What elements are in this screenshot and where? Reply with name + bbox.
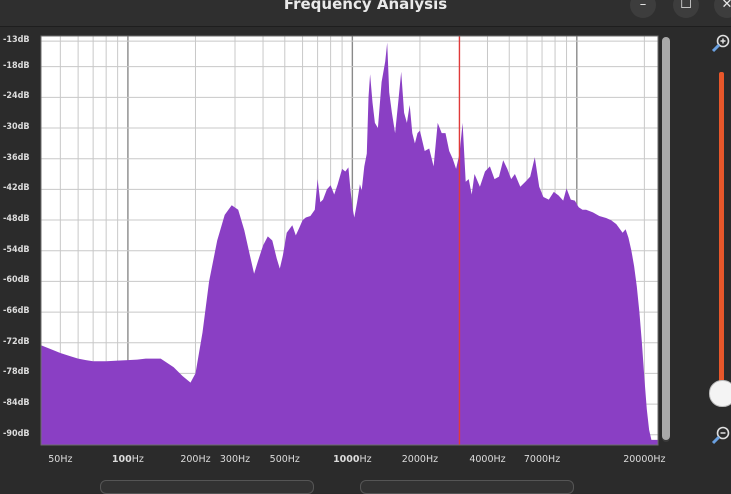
x-tick-label: 4000Hz (469, 454, 506, 465)
magnifier-minus-icon[interactable] (710, 426, 731, 446)
y-tick-label: -84dB (3, 398, 30, 409)
y-tick-label: -48dB (3, 214, 30, 225)
y-tick-label: -54dB (3, 244, 30, 255)
bottom-control-right[interactable] (360, 480, 574, 494)
y-tick-label: -24dB (3, 91, 30, 102)
y-tick-label: -66dB (3, 306, 30, 317)
x-tick-label: 300Hz (219, 454, 251, 465)
zoom-slider-track[interactable] (719, 72, 724, 402)
x-tick-label: 20000Hz (623, 454, 666, 465)
maximize-button[interactable]: ☐ (673, 0, 699, 18)
close-button[interactable]: ✕ (714, 0, 731, 18)
minimize-button[interactable]: – (630, 0, 656, 18)
x-tick-label: 500Hz (269, 454, 300, 465)
window-title: Frequency Analysis (283, 0, 448, 13)
vertical-scrollbar-thumb[interactable] (662, 37, 670, 440)
spectrum-area (41, 42, 658, 445)
y-tick-label: -36dB (3, 152, 30, 163)
y-tick-label: -30dB (3, 122, 30, 133)
y-tick-label: -90dB (3, 428, 30, 439)
x-tick-label: 2000Hz (401, 454, 439, 465)
y-tick-label: -78dB (3, 367, 30, 378)
zoom-slider-thumb[interactable] (709, 380, 731, 408)
x-tick-label: 50Hz (48, 454, 73, 465)
y-tick-label: -13dB (3, 35, 30, 46)
y-tick-label: -60dB (3, 275, 30, 286)
title-bar[interactable]: Frequency Analysis – ☐ ✕ (0, 0, 731, 27)
magnifier-plus-icon[interactable] (710, 34, 731, 54)
y-tick-label: -18dB (3, 60, 30, 71)
plot-frame (40, 35, 659, 446)
x-tick-label: 200Hz (180, 454, 211, 465)
y-tick-label: -42dB (3, 183, 30, 194)
x-tick-label: 100Hz (111, 454, 144, 465)
y-tick-label: -72dB (3, 336, 30, 347)
bottom-control-left[interactable] (100, 480, 314, 494)
x-tick-label: 1000Hz (333, 454, 372, 465)
x-tick-label: 7000Hz (523, 454, 561, 465)
